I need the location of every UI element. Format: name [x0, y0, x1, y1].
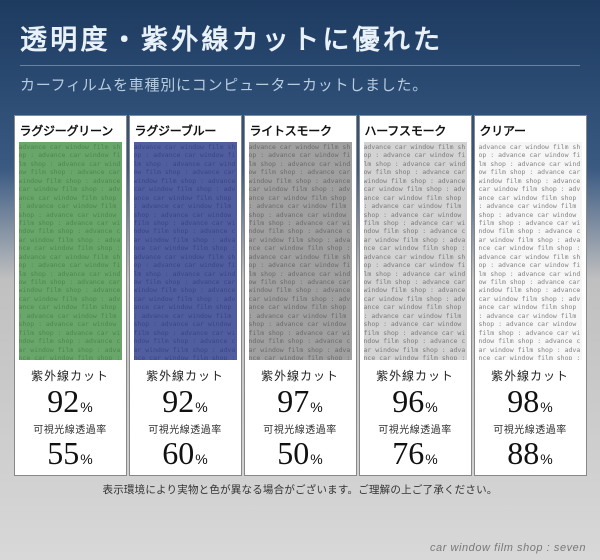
percent-icon: %: [80, 399, 92, 415]
uv-cut-number: 92: [47, 384, 79, 419]
film-card: ラグジーグリーンadvance car window film shop : a…: [14, 115, 127, 476]
film-swatch: advance car window film shop : advance c…: [249, 142, 352, 360]
uv-cut-label: 紫外線カット: [261, 367, 339, 384]
percent-icon: %: [425, 451, 437, 467]
transmittance-value: 50%: [277, 436, 322, 471]
uv-cut-value: 92%: [162, 384, 207, 419]
percent-icon: %: [425, 399, 437, 415]
transmittance-label: 可視光線透過率: [148, 421, 222, 436]
subtitle: カーフィルムを車種別にコンピューターカットしました。: [20, 65, 580, 95]
swatch-overlay: [134, 142, 237, 360]
transmittance-number: 60: [162, 436, 194, 471]
transmittance-value: 88%: [507, 436, 552, 471]
transmittance-value: 76%: [392, 436, 437, 471]
film-card: ラグジーブルーadvance car window film shop : ad…: [129, 115, 242, 476]
transmittance-number: 50: [277, 436, 309, 471]
transmittance-value: 55%: [47, 436, 92, 471]
uv-cut-label: 紫外線カット: [376, 367, 454, 384]
percent-icon: %: [540, 399, 552, 415]
swatch-overlay: [19, 142, 122, 360]
uv-cut-number: 92: [162, 384, 194, 419]
film-name: ラグジーブルー: [134, 120, 237, 142]
uv-cut-value: 97%: [277, 384, 322, 419]
film-card: ハーフスモークadvance car window film shop : ad…: [359, 115, 472, 476]
stat-block: 紫外線カット98% 可視光線透過率88%: [479, 360, 582, 471]
disclaimer-text: 表示環境により実物と色が異なる場合がございます。ご理解の上ご了承ください。: [0, 482, 600, 497]
transmittance-number: 76: [392, 436, 424, 471]
percent-icon: %: [540, 451, 552, 467]
film-card: ライトスモークadvance car window film shop : ad…: [244, 115, 357, 476]
uv-cut-number: 97: [277, 384, 309, 419]
percent-icon: %: [310, 399, 322, 415]
footer-credit: car window film shop : seven: [430, 542, 586, 554]
uv-cut-value: 96%: [392, 384, 437, 419]
stat-block: 紫外線カット96% 可視光線透過率76%: [364, 360, 467, 471]
uv-cut-number: 96: [392, 384, 424, 419]
film-swatch: advance car window film shop : advance c…: [364, 142, 467, 360]
stat-block: 紫外線カット97% 可視光線透過率50%: [249, 360, 352, 471]
stat-block: 紫外線カット92% 可視光線透過率60%: [134, 360, 237, 471]
percent-icon: %: [80, 451, 92, 467]
film-name: ハーフスモーク: [364, 120, 467, 142]
film-card: クリアーadvance car window film shop : advan…: [474, 115, 587, 476]
transmittance-value: 60%: [162, 436, 207, 471]
percent-icon: %: [195, 399, 207, 415]
headline: 透明度・紫外線カットに優れた: [20, 18, 580, 57]
swatch-overlay: [364, 142, 467, 360]
film-name: ラグジーグリーン: [19, 120, 122, 142]
percent-icon: %: [195, 451, 207, 467]
swatch-overlay: [249, 142, 352, 360]
uv-cut-value: 98%: [507, 384, 552, 419]
header-block: 透明度・紫外線カットに優れた カーフィルムを車種別にコンピューターカットしました…: [0, 0, 600, 105]
uv-cut-label: 紫外線カット: [31, 367, 109, 384]
film-swatch: advance car window film shop : advance c…: [19, 142, 122, 360]
uv-cut-number: 98: [507, 384, 539, 419]
transmittance-label: 可視光線透過率: [263, 421, 337, 436]
transmittance-label: 可視光線透過率: [493, 421, 567, 436]
transmittance-number: 88: [507, 436, 539, 471]
uv-cut-label: 紫外線カット: [491, 367, 569, 384]
transmittance-number: 55: [47, 436, 79, 471]
transmittance-label: 可視光線透過率: [33, 421, 107, 436]
uv-cut-label: 紫外線カット: [146, 367, 224, 384]
film-swatch: advance car window film shop : advance c…: [134, 142, 237, 360]
film-swatch: advance car window film shop : advance c…: [479, 142, 582, 360]
film-name: ライトスモーク: [249, 120, 352, 142]
uv-cut-value: 92%: [47, 384, 92, 419]
card-row: ラグジーグリーンadvance car window film shop : a…: [0, 105, 600, 476]
stat-block: 紫外線カット92% 可視光線透過率55%: [19, 360, 122, 471]
transmittance-label: 可視光線透過率: [378, 421, 452, 436]
film-name: クリアー: [479, 120, 582, 142]
percent-icon: %: [310, 451, 322, 467]
swatch-overlay: [479, 142, 582, 360]
